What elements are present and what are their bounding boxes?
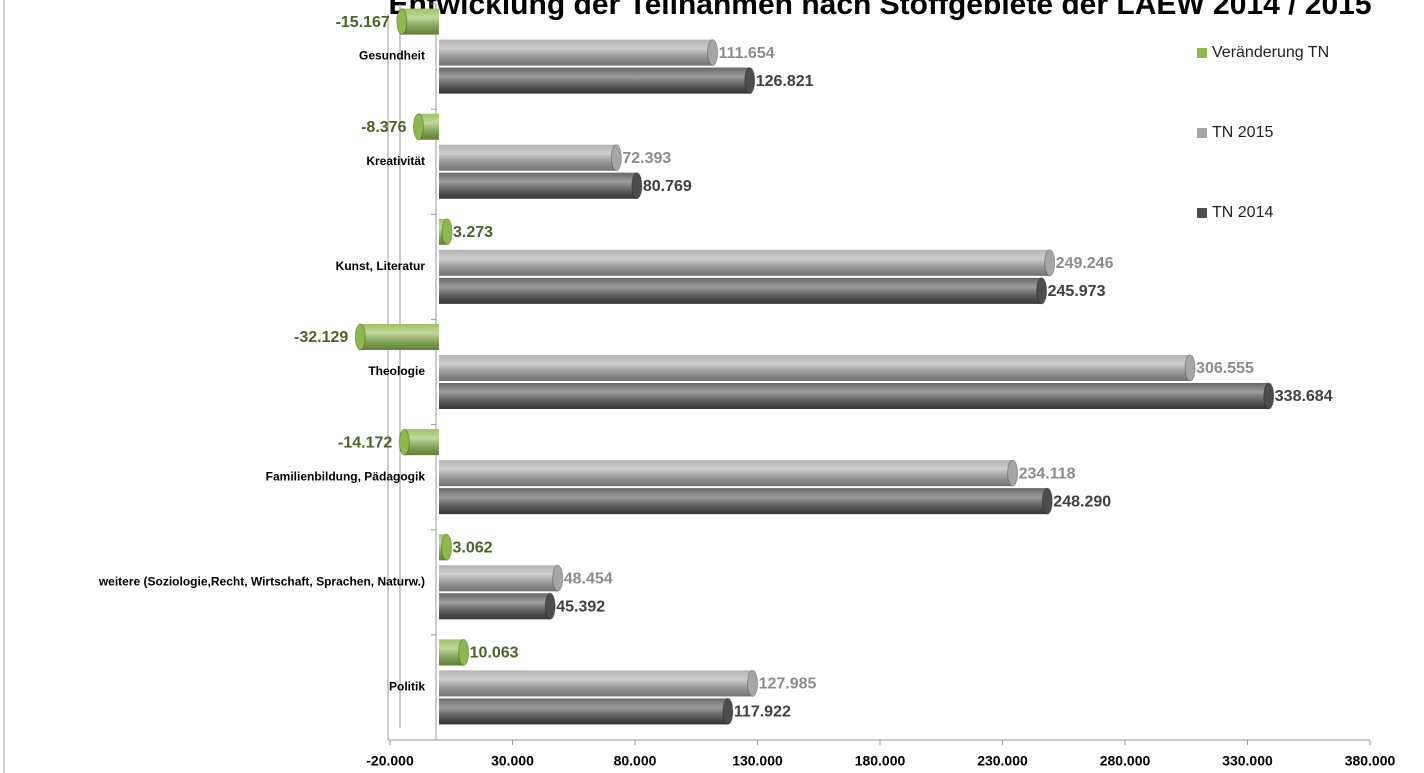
- data-label: 80.769: [643, 178, 692, 195]
- bar-cap: [458, 638, 470, 666]
- bar-shine: [439, 144, 617, 171]
- bar-cap: [1263, 382, 1275, 410]
- bar-cap: [1184, 354, 1196, 382]
- data-label: 245.973: [1048, 283, 1106, 300]
- bar-cap: [707, 39, 719, 67]
- x-tick-label: 180.000: [855, 753, 906, 769]
- bar-shine: [418, 113, 439, 140]
- data-label: 48.454: [564, 571, 613, 588]
- bar-cap: [1044, 249, 1056, 277]
- data-label: 249.246: [1056, 255, 1114, 272]
- data-label: -14.172: [338, 434, 392, 451]
- bar-shine: [439, 172, 637, 199]
- bar-cap: [631, 172, 643, 200]
- data-label: 234.118: [1019, 465, 1076, 482]
- legend-label: Veränderung TN: [1212, 44, 1329, 61]
- bar-shine: [439, 698, 728, 725]
- x-tick-label: 130.000: [732, 753, 783, 769]
- bar-shine: [439, 277, 1042, 304]
- legend-label: TN 2014: [1212, 204, 1273, 221]
- bar-cap: [354, 323, 366, 351]
- data-label: 126.821: [756, 73, 814, 90]
- chart-title: Entwicklung der Teilnahmen nach Stoffgeb…: [388, 0, 1371, 21]
- x-tick-label: 380.000: [1345, 753, 1396, 769]
- x-tick-label: 30.000: [491, 753, 534, 769]
- bar-shine: [439, 355, 1191, 381]
- bar-cap: [544, 592, 556, 620]
- y-tick-label: Politik: [389, 680, 425, 694]
- bar-cap: [610, 144, 622, 172]
- data-label: 306.555: [1196, 360, 1254, 377]
- bar-shine: [439, 593, 551, 620]
- x-tick-label: 280.000: [1100, 753, 1151, 769]
- bar-cap: [441, 533, 453, 561]
- legend-swatch: [1197, 48, 1207, 58]
- bar-cap: [1036, 277, 1048, 305]
- y-tick-label: Kunst, Literatur: [336, 259, 426, 273]
- bar-shine: [401, 8, 439, 35]
- x-tick-label: -20.000: [366, 753, 414, 769]
- legend-swatch: [1197, 128, 1207, 138]
- y-tick-label: Familienbildung, Pädagogik: [266, 469, 426, 483]
- bar-shine: [404, 429, 439, 456]
- y-tick-label: Kreativität: [366, 154, 425, 168]
- data-label: 117.922: [734, 704, 791, 721]
- bar-cap: [722, 697, 734, 725]
- x-tick-label: 230.000: [977, 753, 1028, 769]
- data-label: 72.393: [622, 150, 671, 167]
- bar-cap: [747, 669, 759, 697]
- y-tick-label: Gesundheit: [359, 49, 425, 63]
- data-label: 10.063: [470, 645, 519, 662]
- legend-label: TN 2015: [1212, 124, 1273, 141]
- bar-shine: [439, 460, 1013, 487]
- data-label: 248.290: [1053, 493, 1111, 510]
- x-tick-label: 80.000: [614, 753, 657, 769]
- bar-cap: [1007, 459, 1019, 487]
- y-tick-label: weitere (Soziologie,Recht, Wirtschaft, S…: [98, 574, 425, 588]
- data-label: 111.654: [719, 45, 775, 62]
- bar-cap: [412, 113, 424, 141]
- data-label: -15.167: [336, 14, 390, 31]
- bar-shine: [360, 324, 439, 350]
- bar-cap: [552, 564, 564, 592]
- data-label: 338.684: [1275, 388, 1333, 405]
- bar-shine: [439, 67, 750, 94]
- bar-shine: [439, 249, 1050, 276]
- legend-swatch: [1197, 208, 1207, 218]
- data-label: -32.129: [294, 329, 348, 346]
- data-label: 3.062: [453, 540, 493, 557]
- bar-shine: [439, 670, 753, 697]
- bar-cap: [744, 67, 756, 95]
- data-label: 3.273: [453, 224, 493, 241]
- bar-cap: [396, 8, 408, 36]
- bar-cap: [398, 428, 410, 456]
- bar-shine: [439, 488, 1048, 515]
- bar-cap: [441, 218, 453, 246]
- bar-shine: [439, 39, 713, 66]
- data-label: 45.392: [556, 599, 605, 616]
- data-label: 127.985: [759, 676, 817, 693]
- data-label: -8.376: [361, 119, 406, 136]
- bar-cap: [1041, 487, 1053, 515]
- bar-shine: [439, 383, 1269, 409]
- y-tick-label: Theologie: [368, 364, 425, 378]
- x-tick-label: 330.000: [1222, 753, 1273, 769]
- bar-shine: [439, 565, 558, 592]
